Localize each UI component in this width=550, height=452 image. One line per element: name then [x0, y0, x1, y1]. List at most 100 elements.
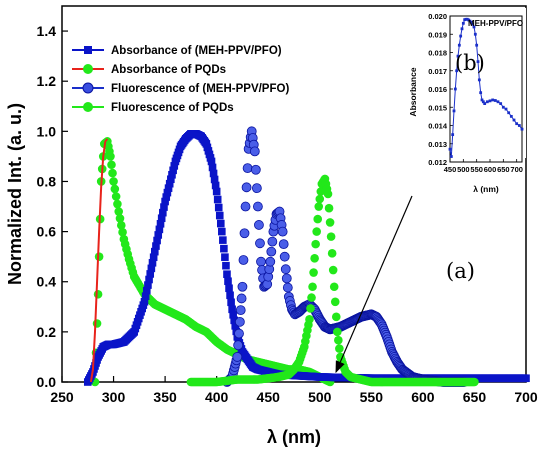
- inset-point-meh-ppv-pfo: [452, 109, 456, 113]
- legend-label-fluorescence-pqds: Fluorescence of PQDs: [111, 102, 234, 114]
- legend-label-absorbance-pqds: Absorbance of PQDs: [111, 64, 226, 76]
- inset-point-meh-ppv-pfo: [479, 91, 483, 95]
- point-fluorescence-of-meh-ppv-pfo: [267, 236, 278, 247]
- inset-point-meh-ppv-pfo: [457, 43, 461, 47]
- point-fluorescence-of-meh-ppv-pfo: [282, 282, 293, 293]
- point-absorbance-of-pqds-trace: [118, 227, 127, 237]
- point-fluorescence-of-meh-ppv-pfo: [279, 251, 290, 262]
- point-absorbance-of-meh-ppv-pfo: [212, 187, 221, 196]
- point-absorbance-of-meh-ppv-pfo: [220, 244, 228, 253]
- legend-item-fluorescence-meh: Fluorescence of (MEH-PPV/PFO): [72, 82, 289, 95]
- point-fluorescence-of-meh-ppv-pfo: [278, 239, 289, 250]
- point-absorbance-of-meh-ppv-pfo: [230, 316, 238, 325]
- point-absorbance-of-meh-ppv-pfo: [154, 231, 163, 239]
- legend-item-fluorescence-pqds: Fluorescence of PQDs: [72, 102, 234, 114]
- point-absorbance-of-meh-ppv-pfo: [218, 227, 226, 236]
- point-absorbance-of-meh-ppv-pfo: [140, 297, 149, 306]
- point-fluorescence-of-pqds: [327, 249, 337, 258]
- point-fluorescence-of-pqds: [335, 344, 344, 353]
- point-absorbance-of-meh-ppv-pfo: [225, 284, 233, 293]
- inset-point-meh-ppv-pfo: [501, 105, 505, 109]
- point-absorbance-of-meh-ppv-pfo: [163, 188, 172, 197]
- point-fluorescence-of-meh-ppv-pfo: [242, 163, 253, 173]
- point-fluorescence-of-meh-ppv-pfo: [254, 220, 264, 230]
- point-absorbance-of-pqds-trace: [108, 168, 117, 178]
- point-absorbance-of-meh-ppv-pfo: [141, 292, 150, 301]
- point-absorbance-of-meh-ppv-pfo: [219, 236, 227, 244]
- point-fluorescence-of-meh-ppv-pfo: [240, 201, 251, 212]
- point-fluorescence-of-pqds: [309, 268, 318, 277]
- point-absorbance-of-meh-ppv-pfo: [156, 220, 165, 228]
- point-absorbance-of-meh-ppv-pfo: [145, 275, 153, 284]
- point-fluorescence-of-meh-ppv-pfo: [249, 146, 260, 157]
- inset-point-meh-ppv-pfo: [504, 107, 508, 111]
- point-fluorescence-of-meh-ppv-pfo: [235, 305, 246, 316]
- point-fluorescence-of-pqds: [315, 194, 325, 204]
- legend: Absorbance of (MEH-PPV/PFO) Absorbance o…: [72, 45, 289, 114]
- point-absorbance-of-meh-ppv-pfo: [223, 270, 231, 279]
- point-absorbance-of-meh-ppv-pfo: [224, 277, 232, 286]
- inset-point-meh-ppv-pfo: [507, 111, 511, 115]
- point-fluorescence-of-meh-ppv-pfo: [234, 316, 245, 327]
- inset-point-meh-ppv-pfo: [473, 32, 477, 36]
- point-fluorescence-of-pqds: [323, 189, 333, 199]
- point-fluorescence-of-meh-ppv-pfo: [233, 340, 244, 351]
- y-tick-label: 1.2: [37, 73, 57, 89]
- point-absorbance-of-meh-ppv-pfo: [157, 214, 166, 223]
- legend-marker-absorbance-pqds: [83, 64, 93, 74]
- point-absorbance-of-meh-ppv-pfo: [147, 264, 156, 273]
- point-fluorescence-of-pqds: [307, 293, 316, 302]
- inset-point-meh-ppv-pfo: [469, 20, 473, 24]
- point-absorbance-of-pqds-trace: [93, 289, 103, 299]
- point-absorbance-of-meh-ppv-pfo: [159, 208, 167, 217]
- point-fluorescence-of-meh-ppv-pfo: [280, 264, 291, 275]
- inset-y-tick-label: 0.015: [428, 103, 447, 112]
- point-fluorescence-of-meh-ppv-pfo: [253, 201, 263, 212]
- point-fluorescence-of-pqds: [331, 312, 341, 322]
- point-fluorescence-of-pqds: [311, 239, 320, 249]
- main-series-layer: [83, 126, 530, 387]
- inset-point-meh-ppv-pfo: [459, 34, 463, 38]
- point-absorbance-of-meh-ppv-pfo: [229, 311, 237, 319]
- inset-background: [408, 8, 526, 158]
- x-tick-label: 650: [463, 389, 487, 405]
- inset-x-tick-label: 700: [510, 165, 523, 174]
- inset-point-meh-ppv-pfo: [455, 69, 459, 73]
- point-absorbance-of-meh-ppv-pfo: [213, 195, 222, 204]
- point-fluorescence-of-pqds: [313, 214, 323, 224]
- x-tick-label: 300: [102, 389, 126, 405]
- y-tick-label: 0.0: [37, 374, 57, 390]
- point-fluorescence-of-meh-ppv-pfo: [281, 273, 292, 284]
- point-absorbance-of-meh-ppv-pfo: [162, 193, 171, 201]
- point-fluorescence-of-pqds: [310, 254, 319, 263]
- x-tick-label: 450: [257, 389, 281, 405]
- point-absorbance-of-meh-ppv-pfo: [208, 163, 217, 172]
- point-absorbance-of-meh-ppv-pfo: [226, 291, 234, 300]
- point-absorbance-of-meh-ppv-pfo: [207, 157, 216, 166]
- point-fluorescence-of-meh-ppv-pfo: [265, 256, 276, 267]
- legend-label-absorbance-meh: Absorbance of (MEH-PPV/PFO): [111, 45, 282, 57]
- inset-point-meh-ppv-pfo: [448, 147, 452, 151]
- point-absorbance-of-meh-ppv-pfo: [210, 175, 219, 184]
- inset-x-tick-label: 650: [497, 165, 510, 174]
- inset-point-meh-ppv-pfo: [480, 98, 484, 102]
- point-absorbance-of-pqds-trace: [110, 184, 120, 194]
- inset-y-tick-label: 0.014: [428, 122, 448, 131]
- inset-point-meh-ppv-pfo: [520, 127, 524, 131]
- line-absorbance-of-pqds: [89, 138, 109, 383]
- point-fluorescence-of-pqds: [324, 203, 334, 213]
- legend-marker-fluorescence-pqds: [83, 102, 93, 112]
- inset-point-meh-ppv-pfo: [472, 25, 476, 29]
- inset-y-tick-label: 0.013: [428, 140, 447, 149]
- inset-point-meh-ppv-pfo: [461, 21, 465, 25]
- point-fluorescence-of-pqds: [305, 315, 314, 324]
- inset-title: MEH-PPV/PFO: [468, 19, 523, 28]
- inset-point-meh-ppv-pfo: [477, 78, 481, 82]
- inset-series-layer: [448, 17, 524, 158]
- inset-y-tick-label: 0.019: [428, 30, 447, 39]
- legend-marker-absorbance-meh: [84, 46, 92, 54]
- point-absorbance-of-meh-ppv-pfo: [153, 236, 161, 245]
- point-fluorescence-of-pqds: [334, 335, 343, 345]
- inset-point-meh-ppv-pfo: [483, 102, 487, 105]
- point-fluorescence-of-meh-ppv-pfo: [255, 238, 265, 249]
